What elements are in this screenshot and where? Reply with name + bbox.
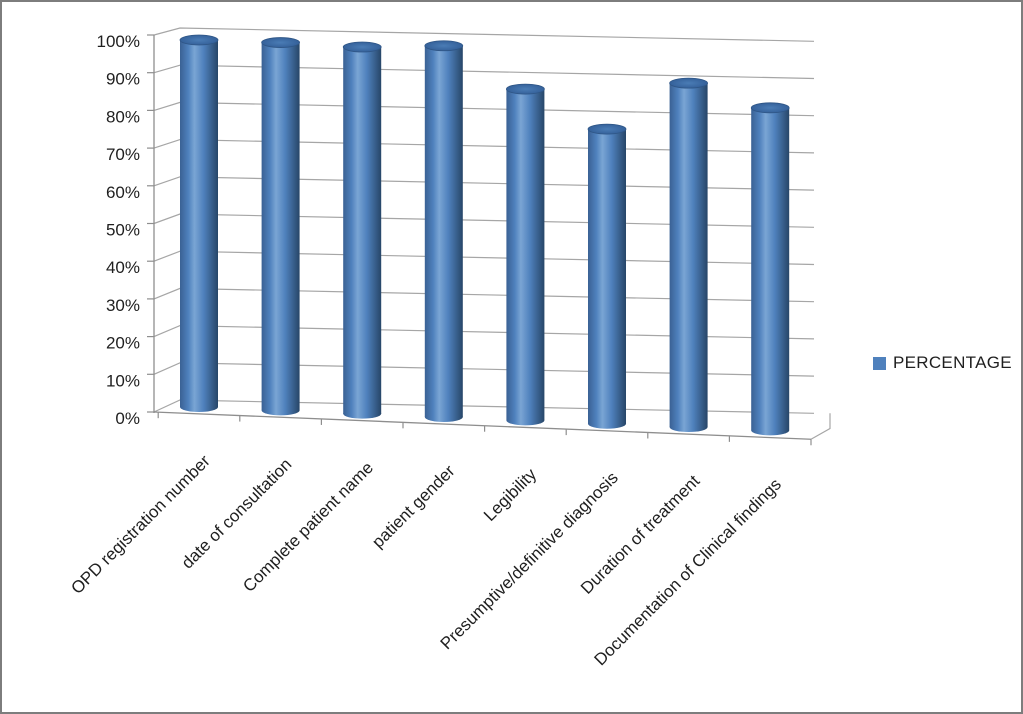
chart-legend: PERCENTAGE <box>873 353 1012 373</box>
y-tick-label: 60% <box>106 183 140 202</box>
gridline <box>153 27 815 42</box>
legend-label: PERCENTAGE <box>893 353 1012 372</box>
bar-top <box>506 83 545 95</box>
bar-top <box>750 102 790 114</box>
category-label: OPD registration number <box>67 451 214 598</box>
category-label: Legibility <box>480 464 541 525</box>
category-label: Presumptive/definitive diagnosis <box>437 468 622 653</box>
y-tick-label: 0% <box>115 409 140 428</box>
gridline <box>153 287 815 303</box>
category-label: patient gender <box>368 461 459 552</box>
y-tick-label: 100% <box>97 32 140 51</box>
bar-body <box>506 89 545 421</box>
cylinder-bar <box>261 37 301 416</box>
bar-top <box>342 41 382 53</box>
legend-swatch-percentage <box>873 356 886 370</box>
bar-top <box>669 77 708 89</box>
category-axis <box>153 411 812 440</box>
y-tick-label: 10% <box>106 371 140 390</box>
bar-body <box>261 42 300 411</box>
y-tick-label: 20% <box>106 334 140 353</box>
cylinder-bar <box>669 77 708 433</box>
y-tick-label: 70% <box>106 145 140 164</box>
cylinder-bar <box>179 34 219 412</box>
cylinder-bar <box>506 83 545 426</box>
bar-body <box>180 40 218 407</box>
gridline <box>153 138 815 154</box>
gridline <box>153 324 815 340</box>
gridline <box>153 176 815 191</box>
gridline <box>153 362 815 377</box>
y-tick-label: 40% <box>106 258 140 277</box>
gridline <box>153 101 815 117</box>
bar-top <box>587 123 627 135</box>
cylinder-bar <box>342 41 382 419</box>
gridline <box>153 250 815 266</box>
bar-body <box>751 107 790 431</box>
bar-top <box>424 40 464 52</box>
bar-top <box>179 34 219 46</box>
bar-body <box>424 45 463 418</box>
cylinder-bar <box>587 123 627 429</box>
bar-body <box>343 47 382 414</box>
bar-body <box>588 129 626 424</box>
y-tick-label: 50% <box>106 221 140 240</box>
gridline <box>153 213 815 228</box>
bar-body <box>669 83 708 428</box>
cylinder-bar <box>750 102 790 436</box>
gridline <box>153 399 815 414</box>
y-tick-label: 90% <box>106 70 140 89</box>
y-tick-label: 30% <box>106 296 140 315</box>
category-label: Documentation of Clinical findings <box>591 475 786 670</box>
bar-top <box>261 37 301 48</box>
cylinder-bar <box>424 40 464 423</box>
y-tick-label: 80% <box>106 107 140 126</box>
gridline <box>153 64 815 80</box>
floor-right-edge <box>810 413 831 440</box>
